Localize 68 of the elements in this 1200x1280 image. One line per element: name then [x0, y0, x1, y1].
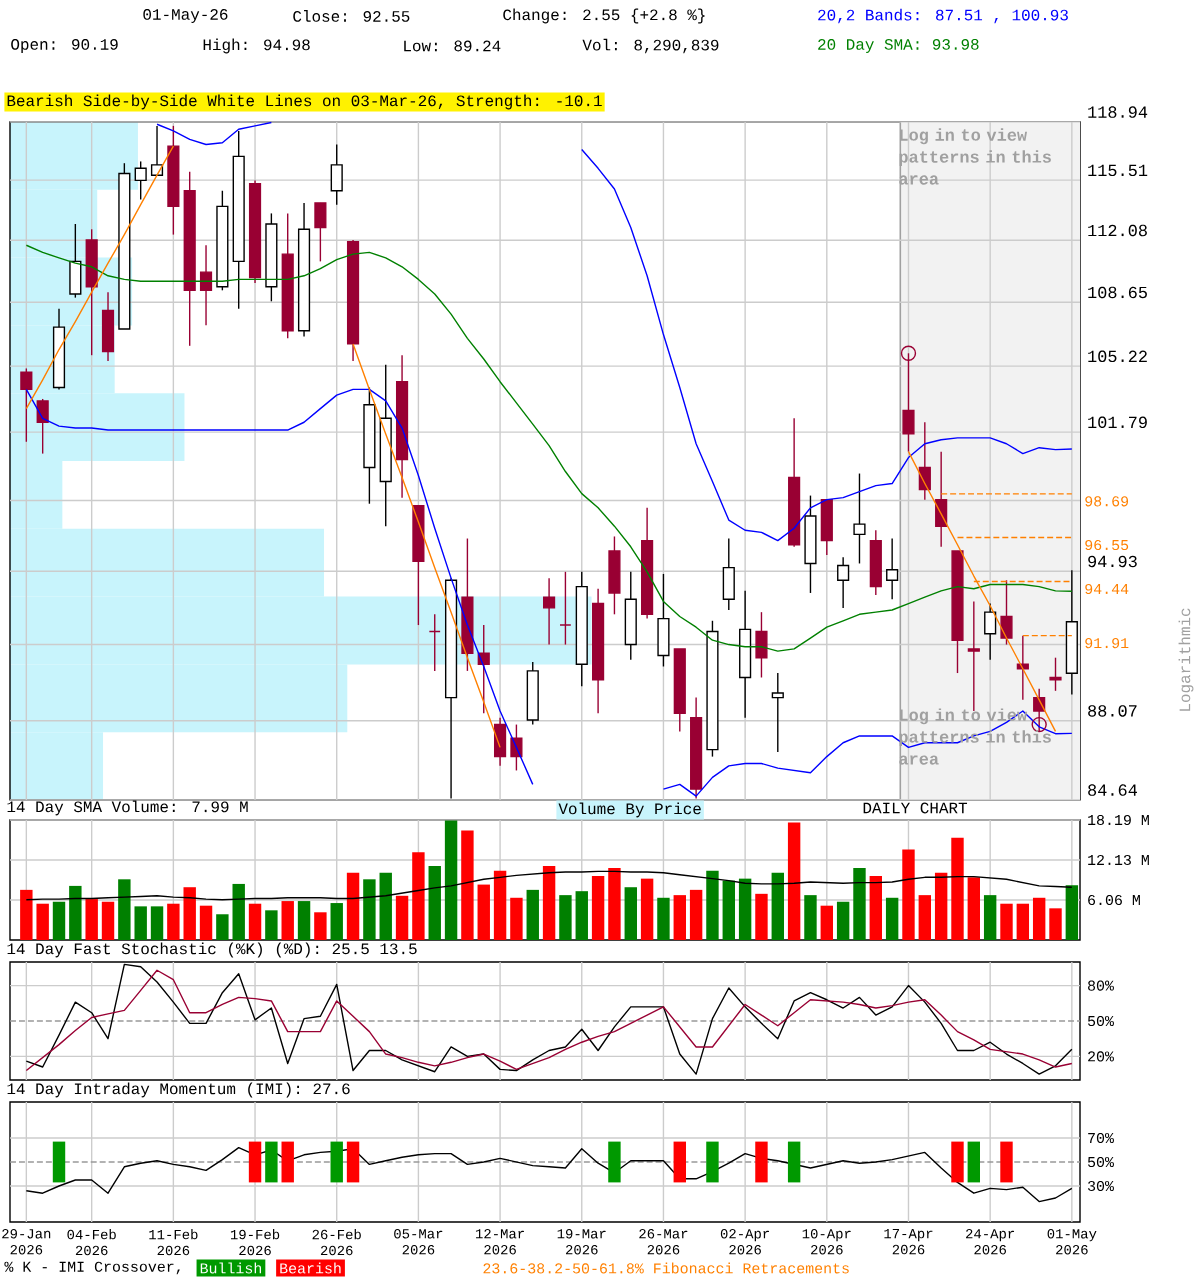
bar — [1016, 903, 1030, 940]
bar — [983, 895, 997, 940]
y-tick-label: 115.51 — [1088, 164, 1148, 177]
bar — [297, 901, 311, 940]
bar — [804, 895, 817, 940]
bar — [101, 901, 115, 940]
bar — [330, 903, 343, 940]
bar — [738, 878, 752, 940]
bar — [559, 895, 572, 940]
y-tick-label: 101.79 — [1088, 416, 1147, 429]
bar — [461, 830, 474, 940]
bar — [314, 912, 327, 940]
bar — [902, 849, 915, 940]
bar — [510, 897, 523, 940]
bar — [379, 872, 392, 940]
bar — [1049, 908, 1062, 940]
bar — [918, 895, 932, 940]
bar — [575, 891, 588, 940]
bar — [771, 872, 784, 940]
bar — [657, 897, 670, 940]
bar — [395, 895, 409, 940]
bar — [346, 872, 360, 940]
bar — [951, 837, 964, 940]
bar — [150, 906, 164, 940]
bar — [1065, 885, 1079, 940]
bar — [412, 852, 425, 940]
bar — [216, 914, 229, 940]
bar — [542, 866, 556, 940]
bar — [689, 889, 703, 940]
bar — [624, 887, 637, 940]
y-tick-label: 118.94 — [1088, 106, 1148, 118]
bar — [787, 822, 801, 940]
bar — [640, 878, 654, 940]
bar — [363, 879, 376, 940]
bar — [281, 901, 294, 940]
bar — [232, 883, 245, 940]
bar — [608, 868, 621, 940]
y-tick-label: 108.65 — [1088, 286, 1147, 299]
y-tick-label: 84.64 — [1088, 784, 1138, 796]
bar — [934, 872, 948, 940]
bar — [493, 870, 507, 940]
bar — [248, 903, 262, 940]
bar — [1000, 903, 1013, 940]
bar — [967, 877, 981, 940]
bar — [591, 876, 605, 940]
bar — [526, 889, 539, 940]
bar — [820, 905, 834, 940]
bar — [853, 868, 866, 940]
bar — [1032, 897, 1046, 940]
bar — [885, 897, 899, 940]
bar — [69, 885, 82, 940]
bar — [85, 899, 98, 940]
bar — [199, 905, 213, 940]
bar — [428, 866, 441, 940]
y-tick-label: 112.08 — [1088, 224, 1147, 237]
bar — [706, 870, 719, 940]
bar — [869, 876, 883, 940]
bar — [52, 901, 66, 940]
bar — [755, 893, 768, 940]
bar — [477, 884, 490, 940]
y-tick-label: 88.07 — [1088, 705, 1137, 717]
bar — [836, 901, 850, 940]
bar — [444, 820, 458, 940]
bar — [722, 880, 735, 940]
y-tick-label: 105.22 — [1088, 350, 1147, 363]
bar — [673, 895, 686, 940]
y-tick-label: 94.93 — [1088, 555, 1137, 568]
bar — [265, 910, 278, 940]
